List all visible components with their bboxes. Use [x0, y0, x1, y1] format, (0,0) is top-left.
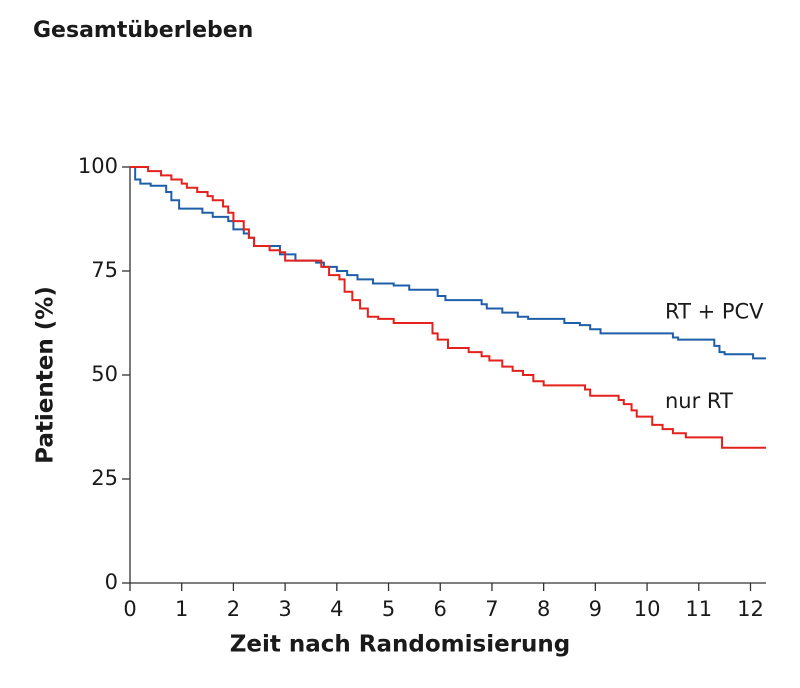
y-tick-label: 100: [78, 154, 118, 178]
x-tick-label: 2: [227, 597, 240, 621]
chart-title: Gesamtüberleben: [33, 18, 253, 43]
y-tick-label: 25: [91, 466, 118, 490]
y-axis-label: Patienten (%): [33, 286, 59, 464]
survival-line: [130, 166, 766, 449]
x-tick-label: 1: [175, 597, 188, 621]
x-tick-label: 5: [382, 597, 395, 621]
x-tick-label: 4: [330, 597, 343, 621]
y-tick-label: 0: [105, 570, 118, 594]
x-tick-label: 0: [123, 597, 136, 621]
survival-line: [130, 166, 766, 360]
x-tick-label: 12: [737, 597, 764, 621]
y-tick-label: 75: [91, 258, 118, 282]
x-tick-label: 10: [634, 597, 661, 621]
x-tick-label: 6: [434, 597, 447, 621]
x-tick-label: 9: [589, 597, 602, 621]
x-axis-label: Zeit nach Randomisierung: [230, 632, 571, 658]
series-label: RT + PCV: [665, 299, 764, 323]
x-tick-label: 11: [685, 597, 712, 621]
x-tick-label: 7: [485, 597, 498, 621]
x-tick-label: 8: [537, 597, 550, 621]
y-tick-label: 50: [91, 362, 118, 386]
x-tick-label: 3: [278, 597, 291, 621]
series-label: nur RT: [665, 389, 733, 413]
